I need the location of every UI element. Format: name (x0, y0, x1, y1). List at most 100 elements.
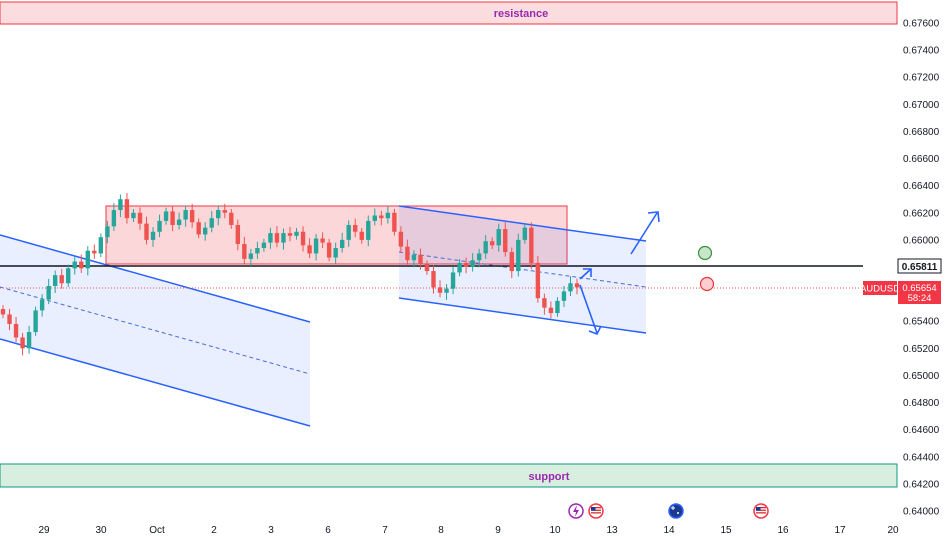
candle-body (405, 246, 410, 261)
price-tick-label: 0.64800 (903, 398, 940, 409)
resistance-zone[interactable] (0, 1, 898, 25)
price-tick-label: 0.66200 (903, 208, 940, 219)
candle-body (392, 212, 397, 232)
candle-body (66, 268, 71, 284)
left-channel-lower-line[interactable] (0, 338, 311, 427)
left-channel[interactable] (0, 234, 311, 427)
candle-body (411, 254, 417, 261)
candle-body (359, 231, 364, 240)
time-axis[interactable]: 29 30 Oct 2 3 6 7 8 9 10 13 14 15 16 17 20 (38, 525, 899, 536)
candle-body (444, 288, 449, 293)
candle-body (59, 275, 64, 284)
candle-body (496, 229, 501, 246)
candle-body (463, 262, 469, 267)
candle-body (229, 212, 234, 225)
right-channel-lower-line[interactable] (398, 297, 647, 334)
candle-body (255, 248, 260, 254)
price-tick-label: 0.65200 (903, 344, 940, 355)
time-tick-label: 13 (606, 525, 618, 536)
price-tick-label: 0.66400 (903, 181, 940, 192)
candle-body (124, 199, 130, 219)
flag-us-icon[interactable] (753, 503, 769, 519)
candle-body (287, 233, 293, 236)
right-channel-fill (399, 206, 646, 333)
candle-body (176, 219, 182, 225)
price-tick-label: 0.66600 (903, 154, 940, 165)
right-channel[interactable] (398, 205, 647, 334)
arrow-up-large-head (647, 211, 660, 223)
candle-body (209, 218, 214, 228)
candle-body (450, 272, 456, 289)
time-tick-label: 2 (211, 525, 217, 536)
left-channel-upper-line[interactable] (0, 234, 311, 323)
arrow-up-small-head (583, 268, 592, 277)
candle-body (437, 287, 443, 293)
candle-body (529, 227, 534, 263)
flag-us-icon[interactable] (588, 503, 604, 519)
candle-body (26, 332, 32, 349)
candle-body (170, 211, 175, 225)
candle-body (333, 248, 338, 258)
candle-body (353, 224, 358, 232)
candle-body (476, 253, 482, 261)
lightning-icon[interactable] (568, 503, 584, 519)
candle-body (424, 264, 430, 272)
time-tick-label: 16 (777, 525, 789, 536)
red-circle-marker[interactable] (699, 276, 715, 292)
candle-body (118, 199, 123, 211)
time-tick-label: 6 (325, 525, 331, 536)
candle-body (522, 227, 528, 240)
price-tick-label: 0.65000 (903, 371, 940, 382)
candle-body (216, 210, 221, 219)
green-circle-marker[interactable] (697, 245, 713, 261)
candle-body (300, 231, 306, 246)
arrow-down-head (588, 325, 602, 336)
resistance-label: resistance (494, 8, 548, 20)
candle-body (431, 271, 436, 288)
candle-body (242, 243, 247, 259)
candle-body (326, 242, 332, 258)
time-tick-label: Oct (149, 525, 165, 536)
candle-body (385, 212, 391, 219)
key-level-price-tag: 0.65811 (897, 258, 942, 274)
time-tick-label: 30 (95, 525, 107, 536)
candle-body (372, 215, 377, 221)
price-tick-label: 0.66000 (903, 235, 940, 246)
flag-au-icon[interactable] (668, 503, 684, 519)
candle-body (490, 241, 495, 246)
current-price-tag: AUDUSD 0.65654 58:24 (860, 281, 941, 304)
time-tick-label: 29 (38, 525, 50, 536)
candle-body (39, 299, 45, 311)
zones-layer: resistance support (0, 1, 898, 488)
time-tick-label: 10 (549, 525, 561, 536)
arrow-down (579, 284, 598, 334)
left-channel-mid-line (0, 286, 311, 375)
candle-body (542, 298, 547, 308)
candle-body (274, 233, 280, 243)
candle-body (183, 210, 188, 220)
candle-body (398, 231, 404, 247)
candle-body (307, 245, 312, 254)
support-zone[interactable] (0, 463, 898, 488)
candle-body (111, 210, 117, 227)
price-tick-label: 0.64400 (903, 452, 940, 463)
candle-body (105, 226, 110, 238)
left-channel-fill (0, 235, 310, 426)
range-box[interactable] (105, 205, 568, 265)
candle-body (144, 223, 149, 240)
price-tick-label: 0.65400 (903, 317, 940, 328)
candle-body (457, 262, 462, 273)
price-tick-label: 0.64000 (903, 507, 940, 518)
time-tick-label: 7 (382, 525, 388, 536)
price-tick-label: 0.67400 (903, 46, 940, 57)
candle-body (72, 261, 77, 269)
candle-body (222, 210, 227, 213)
candle-body (379, 215, 384, 219)
time-tick-label: 3 (268, 525, 274, 536)
time-tick-label: 8 (438, 525, 444, 536)
right-channel-upper-line[interactable] (398, 205, 647, 242)
candle-body (418, 254, 423, 265)
symbol-tag-text: AUDUSD (860, 284, 900, 295)
candle-body (535, 262, 541, 299)
